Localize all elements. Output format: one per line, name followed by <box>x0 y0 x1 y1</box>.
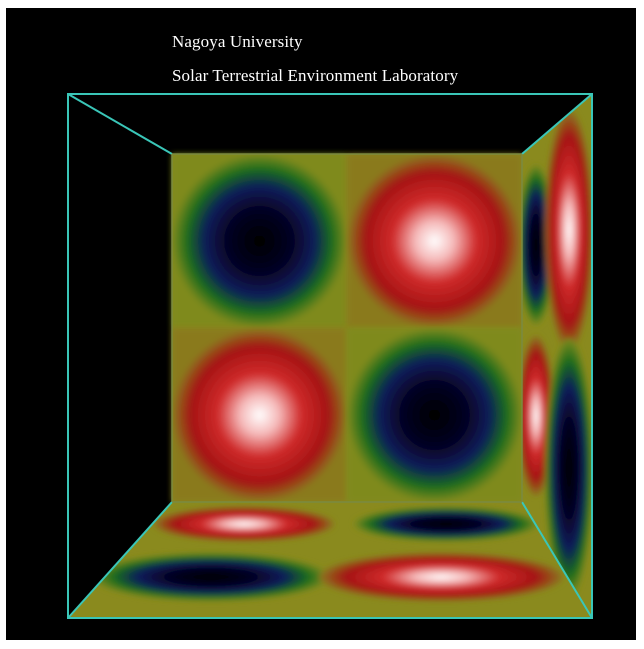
back-cell-top-left <box>172 154 347 328</box>
bottom-lobe-back-right <box>354 507 538 541</box>
bottom-lobe-back-left <box>154 507 334 541</box>
right-lobe-lower-front <box>545 338 592 598</box>
right-lobe-lower-back <box>522 336 554 496</box>
bottom-lobe-front-left <box>93 553 329 601</box>
back-cell-top-right <box>347 154 522 328</box>
right-lobe-upper-front <box>545 110 592 350</box>
cube-wireframe <box>67 93 593 619</box>
bottom-lobe-front-right <box>319 553 563 601</box>
back-face <box>172 154 522 502</box>
caption-line-1: Nagoya University <box>172 32 303 51</box>
right-face <box>522 94 592 618</box>
caption-line-2: Solar Terrestrial Environment Laboratory <box>172 66 459 85</box>
right-lobe-upper-back <box>522 165 554 325</box>
back-cell-bottom-right <box>347 328 522 502</box>
visualization-frame: Nagoya University Solar Terrestrial Envi… <box>6 8 636 640</box>
cube-visualization <box>67 93 593 619</box>
bottom-face <box>68 502 592 618</box>
back-cell-bottom-left <box>172 328 347 502</box>
